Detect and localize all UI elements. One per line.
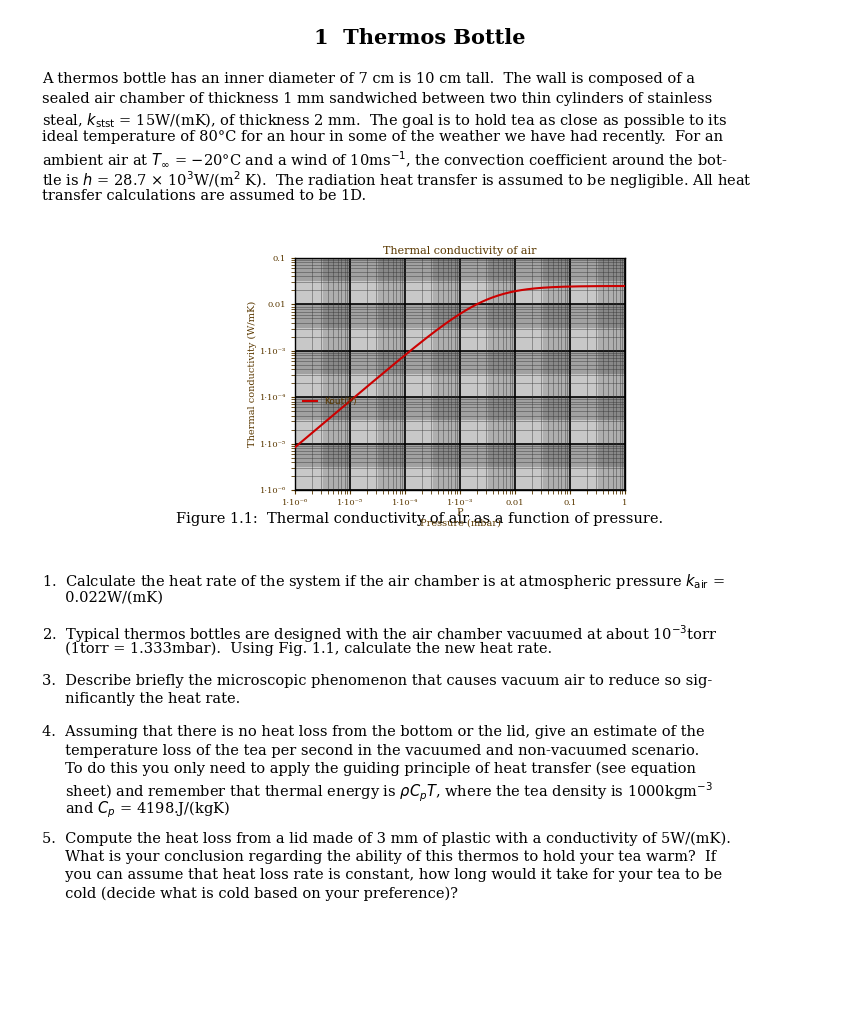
Text: 1  Thermos Bottle: 1 Thermos Bottle xyxy=(315,28,526,48)
Bar xyxy=(295,467,625,490)
X-axis label: P
Pressure (mbar): P Pressure (mbar) xyxy=(420,509,500,527)
Bar xyxy=(378,258,405,490)
Text: 5.  Compute the heat loss from a lid made of 3 mm of plastic with a conductivity: 5. Compute the heat loss from a lid made… xyxy=(42,831,731,846)
Bar xyxy=(405,258,432,490)
Text: steal, $k_\mathrm{stst}$ = 15W/(mK), of thickness 2 mm.  The goal is to hold tea: steal, $k_\mathrm{stst}$ = 15W/(mK), of … xyxy=(42,111,727,130)
Text: Figure 1.1:  Thermal conductivity of air as a function of pressure.: Figure 1.1: Thermal conductivity of air … xyxy=(177,512,664,526)
Bar xyxy=(515,258,542,490)
Text: sheet) and remember that thermal energy is $\rho C_p T$, where the tea density i: sheet) and remember that thermal energy … xyxy=(42,780,713,804)
Text: (1torr = 1.333mbar).  Using Fig. 1.1, calculate the new heat rate.: (1torr = 1.333mbar). Using Fig. 1.1, cal… xyxy=(42,641,553,656)
Bar xyxy=(295,282,625,304)
Bar xyxy=(570,258,597,490)
Bar xyxy=(295,328,625,351)
Text: To do this you only need to apply the guiding principle of heat transfer (see eq: To do this you only need to apply the gu… xyxy=(42,762,696,776)
Bar xyxy=(295,374,625,397)
Bar xyxy=(295,258,322,490)
Text: 0.022W/(mK): 0.022W/(mK) xyxy=(42,591,163,604)
Bar xyxy=(295,421,625,443)
Bar xyxy=(488,258,515,490)
Bar xyxy=(350,258,378,490)
Text: tle is $h$ = 28.7 × 10$^3$W/(m$^2$ K).  The radiation heat transfer is assumed t: tle is $h$ = 28.7 × 10$^3$W/(m$^2$ K). T… xyxy=(42,170,752,191)
Title: Thermal conductivity of air: Thermal conductivity of air xyxy=(383,246,537,256)
Bar xyxy=(295,258,625,282)
Text: and $C_p$ = 4198.J/(kgK): and $C_p$ = 4198.J/(kgK) xyxy=(42,799,230,819)
Text: transfer calculations are assumed to be 1D.: transfer calculations are assumed to be … xyxy=(42,189,366,203)
Text: 2.  Typical thermos bottles are designed with the air chamber vacuumed at about : 2. Typical thermos bottles are designed … xyxy=(42,623,717,645)
Y-axis label: Thermal conductivity (W/mK): Thermal conductivity (W/mK) xyxy=(248,301,257,447)
Bar xyxy=(322,258,350,490)
Bar xyxy=(295,304,625,328)
Text: temperature loss of the tea per second in the vacuumed and non-vacuumed scenario: temperature loss of the tea per second i… xyxy=(42,743,699,758)
Bar xyxy=(460,258,488,490)
Text: nificantly the heat rate.: nificantly the heat rate. xyxy=(42,692,241,707)
Bar xyxy=(597,258,625,490)
Bar xyxy=(295,397,625,421)
Text: you can assume that heat loss rate is constant, how long would it take for your : you can assume that heat loss rate is co… xyxy=(42,868,722,883)
Text: ideal temperature of 80°C for an hour in some of the weather we have had recentl: ideal temperature of 80°C for an hour in… xyxy=(42,130,723,144)
Text: A thermos bottle has an inner diameter of 7 cm is 10 cm tall.  The wall is compo: A thermos bottle has an inner diameter o… xyxy=(42,72,695,86)
Text: cold (decide what is cold based on your preference)?: cold (decide what is cold based on your … xyxy=(42,887,458,901)
Text: 4.  Assuming that there is no heat loss from the bottom or the lid, give an esti: 4. Assuming that there is no heat loss f… xyxy=(42,725,705,739)
Legend: Kout(P): Kout(P) xyxy=(299,394,360,410)
Bar xyxy=(542,258,570,490)
Text: 1.  Calculate the heat rate of the system if the air chamber is at atmospheric p: 1. Calculate the heat rate of the system… xyxy=(42,572,725,591)
Text: sealed air chamber of thickness 1 mm sandwiched between two thin cylinders of st: sealed air chamber of thickness 1 mm san… xyxy=(42,91,712,105)
Text: ambient air at $T_\infty$ = −20°C and a wind of 10ms$^{-1}$, the convection coef: ambient air at $T_\infty$ = −20°C and a … xyxy=(42,150,727,169)
Bar xyxy=(432,258,460,490)
Bar xyxy=(295,443,625,467)
Text: 3.  Describe briefly the microscopic phenomenon that causes vacuum air to reduce: 3. Describe briefly the microscopic phen… xyxy=(42,674,712,688)
Bar xyxy=(295,351,625,374)
Text: What is your conclusion regarding the ability of this thermos to hold your tea w: What is your conclusion regarding the ab… xyxy=(42,850,717,864)
